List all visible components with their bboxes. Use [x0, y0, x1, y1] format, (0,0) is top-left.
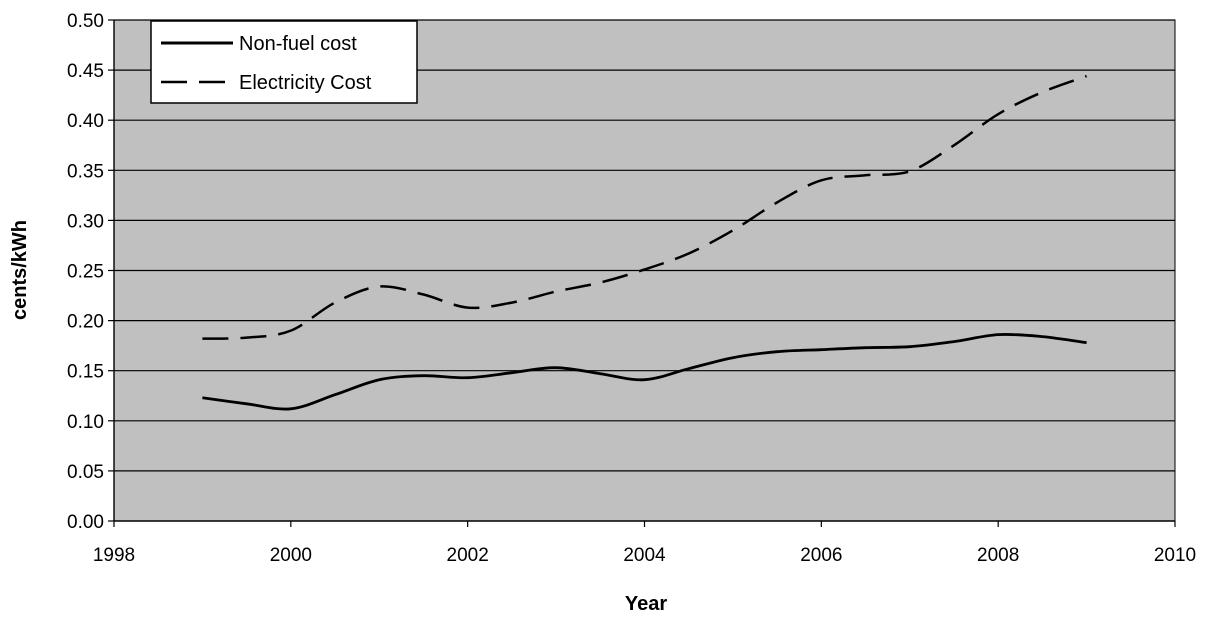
y-tick-label: 0.00 [67, 512, 104, 533]
x-tick-label: 1998 [93, 545, 135, 566]
y-tick-label: 0.25 [67, 262, 104, 283]
series-line-electricity-cost [202, 74, 1088, 340]
legend: Non-fuel cost Electricity Cost [150, 20, 418, 104]
axes [108, 19, 1176, 527]
y-tick-label: 0.30 [67, 211, 104, 232]
y-axis-title: cents/kWh [9, 220, 31, 320]
y-tick-label: 0.20 [67, 312, 104, 333]
y-tick-label: 0.40 [67, 111, 104, 132]
x-axis-title: Year [625, 593, 667, 615]
y-tick-label: 0.35 [67, 161, 104, 182]
y-tick-label: 0.45 [67, 61, 104, 82]
y-tick-label: 0.05 [67, 462, 104, 483]
y-tick-label: 0.15 [67, 362, 104, 383]
x-tick-label: 2008 [977, 545, 1019, 566]
y-tick-label: 0.10 [67, 412, 104, 433]
x-tick-label: 2002 [447, 545, 489, 566]
series-lines [202, 74, 1088, 411]
tick-labels: 0.00 0.05 0.10 0.15 0.20 0.25 0.30 0.35 0.40 0.45… [67, 11, 1196, 566]
legend-label-electricity-cost: Electricity Cost [239, 72, 372, 94]
series-line-non-fuel-cost [202, 332, 1087, 411]
legend-box [150, 20, 418, 104]
x-tick-label: 2010 [1154, 545, 1196, 566]
x-tick-label: 2006 [800, 545, 842, 566]
legend-label-non-fuel-cost: Non-fuel cost [239, 33, 357, 55]
x-tick-label: 2004 [623, 545, 666, 566]
x-tick-label: 2000 [270, 545, 312, 566]
y-tick-label: 0.50 [67, 11, 104, 32]
